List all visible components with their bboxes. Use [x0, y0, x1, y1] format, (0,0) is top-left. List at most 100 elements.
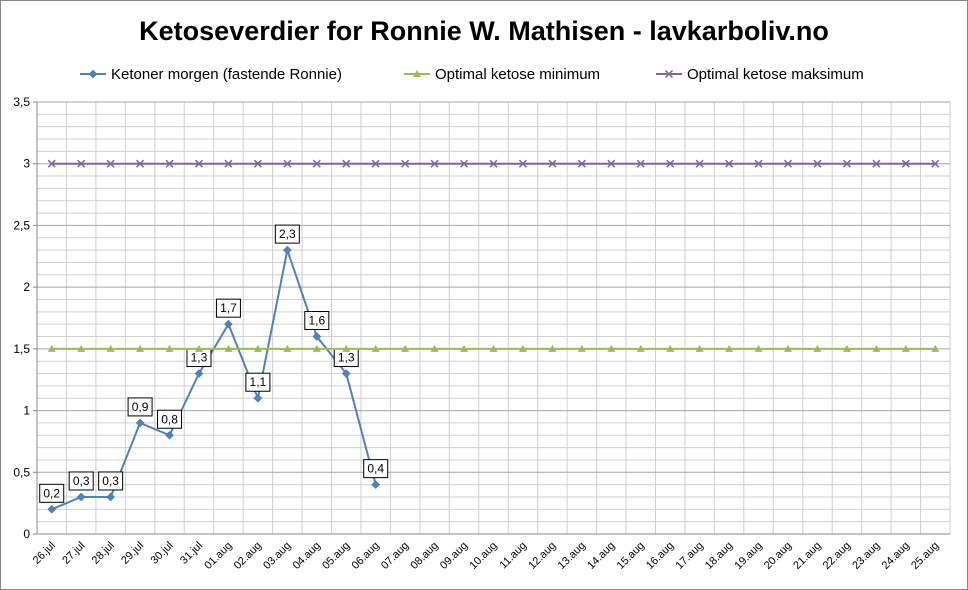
data-label: 1,3: [338, 351, 355, 365]
marker: [518, 159, 527, 168]
marker: [136, 159, 145, 168]
marker: [666, 159, 675, 168]
marker: [136, 344, 145, 352]
marker: [47, 504, 57, 514]
marker: [460, 344, 469, 352]
y-tick-label: 1: [23, 404, 30, 418]
marker: [901, 159, 910, 168]
marker: [842, 159, 851, 168]
legend-label: Optimal ketose maksimum: [687, 66, 864, 83]
marker: [813, 159, 822, 168]
marker: [165, 159, 174, 168]
marker: [931, 159, 940, 168]
marker: [106, 492, 115, 502]
data-label-box: [39, 483, 65, 503]
marker: [194, 344, 203, 352]
data-label: 1,3: [191, 351, 208, 365]
marker: [165, 430, 174, 440]
marker: [253, 393, 263, 403]
marker: [460, 159, 469, 168]
marker: [371, 344, 380, 352]
data-label: 1,1: [250, 375, 267, 389]
marker: [253, 344, 262, 352]
marker: [342, 159, 351, 168]
y-tick-label: 2: [23, 280, 30, 294]
marker: [312, 159, 321, 168]
marker: [725, 159, 734, 168]
data-label-box: [274, 224, 300, 244]
data-label: 1,7: [220, 301, 237, 315]
marker: [224, 319, 233, 329]
marker: [194, 369, 204, 378]
marker: [518, 344, 527, 352]
marker: [341, 369, 351, 378]
marker: [283, 344, 292, 352]
marker: [695, 159, 704, 168]
data-label-box: [215, 298, 241, 318]
marker: [342, 344, 351, 352]
marker: [577, 159, 586, 168]
marker: [371, 159, 380, 168]
marker: [312, 344, 321, 352]
chart-title: Ketoseverdier for Ronnie W. Mathisen - l…: [139, 16, 829, 46]
data-label: 0,4: [367, 462, 384, 476]
y-tick-label: 0,5: [13, 465, 30, 479]
marker: [489, 159, 498, 168]
y-tick-label: 3: [23, 157, 30, 171]
marker: [401, 159, 410, 168]
marker: [931, 344, 940, 352]
marker: [725, 344, 734, 352]
marker: [813, 344, 822, 352]
marker: [872, 344, 881, 352]
marker: [783, 159, 793, 168]
marker: [135, 418, 145, 428]
marker: [489, 344, 498, 352]
marker: [282, 245, 292, 255]
marker: [253, 159, 262, 168]
marker: [607, 159, 616, 168]
data-label: 0,2: [43, 486, 60, 500]
data-label-box: [68, 471, 94, 491]
marker: [666, 344, 675, 352]
data-label: 0,3: [73, 474, 90, 488]
marker: [165, 344, 174, 352]
marker: [548, 159, 557, 168]
marker: [106, 344, 115, 352]
marker: [607, 344, 616, 352]
marker: [754, 344, 763, 352]
data-label-box: [304, 311, 330, 331]
data-label-box: [245, 372, 271, 392]
data-label-box: [363, 459, 389, 479]
legend-marker: [413, 70, 421, 77]
data-label-box: [157, 409, 183, 429]
marker: [842, 344, 851, 352]
marker: [224, 159, 233, 168]
y-tick-label: 2,5: [13, 218, 30, 232]
marker: [194, 159, 204, 168]
marker: [312, 332, 322, 341]
legend-label: Ketoner morgen (fastende Ronnie): [111, 66, 342, 83]
marker: [47, 344, 56, 352]
marker: [224, 344, 233, 352]
marker: [901, 344, 910, 352]
marker: [548, 344, 557, 352]
marker: [47, 159, 56, 168]
marker: [77, 159, 86, 168]
data-label-box: [127, 397, 153, 417]
marker: [371, 480, 381, 489]
data-label: 1,6: [308, 314, 325, 328]
marker: [430, 344, 439, 352]
data-label: 0,3: [102, 474, 119, 488]
marker: [754, 159, 763, 168]
data-label: 0,9: [132, 400, 149, 414]
data-label: 0,8: [161, 412, 178, 426]
marker: [401, 344, 410, 352]
marker: [430, 159, 439, 168]
y-tick-label: 3,5: [13, 95, 30, 109]
data-label-box: [98, 471, 124, 491]
marker: [872, 159, 881, 168]
marker: [76, 492, 86, 502]
y-tick-label: 0: [23, 527, 30, 541]
